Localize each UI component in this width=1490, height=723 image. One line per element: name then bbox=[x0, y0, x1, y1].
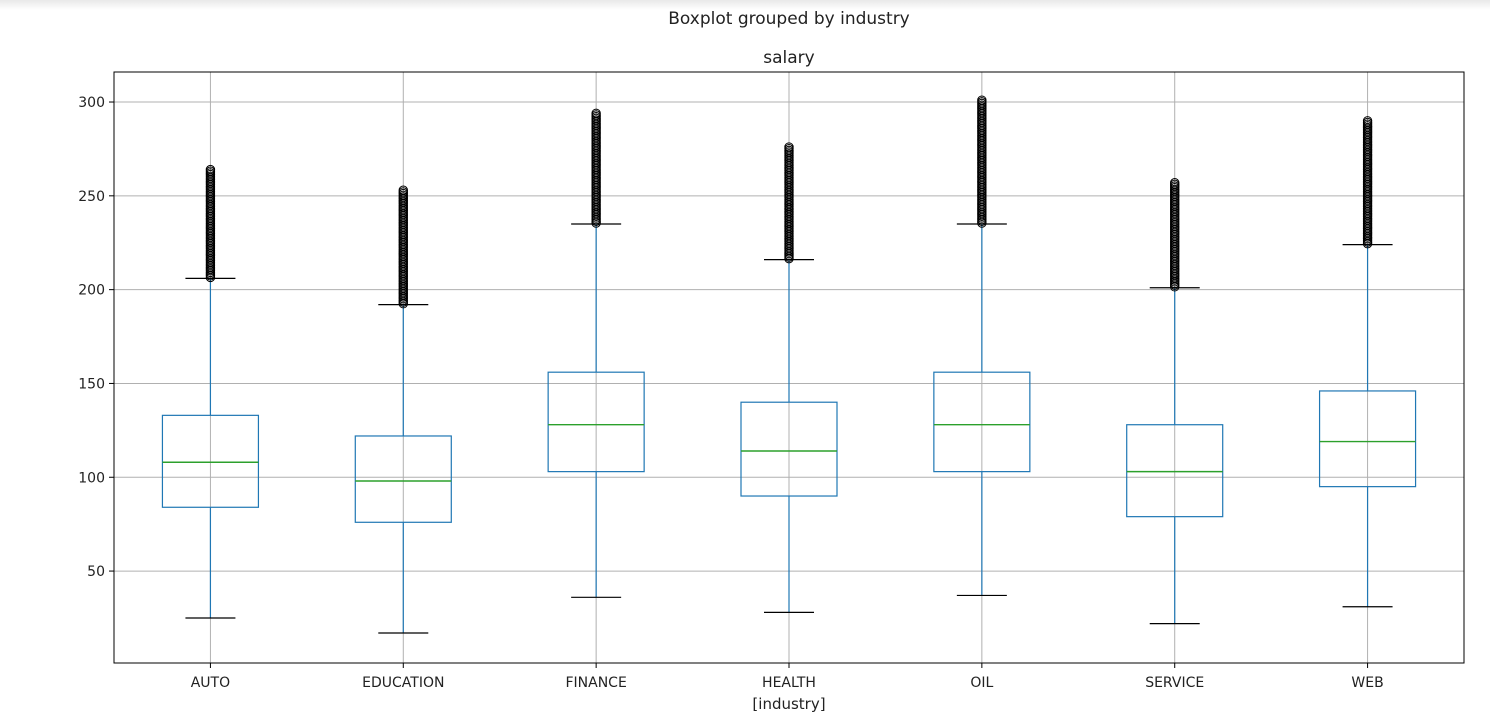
tick-layer: 50 100 150 200 250 300 AUTO EDUCATION FINANCE HEA… bbox=[78, 95, 1383, 691]
iqr-box bbox=[1126, 424, 1224, 518]
box-group bbox=[161, 164, 260, 619]
y-tick-label: 50 bbox=[87, 564, 105, 580]
box-group bbox=[547, 108, 645, 598]
plot-frame bbox=[113, 71, 1465, 664]
chart-title: salary bbox=[763, 48, 814, 68]
window-top-shade bbox=[0, 0, 1490, 10]
y-tick-label: 300 bbox=[78, 95, 105, 111]
outlier-point bbox=[784, 142, 794, 152]
figure-suptitle: Boxplot grouped by industry bbox=[668, 9, 910, 29]
outlier-point bbox=[1170, 177, 1180, 188]
iqr-box bbox=[547, 371, 645, 473]
x-axis-label: [industry] bbox=[752, 695, 825, 713]
outlier-point bbox=[398, 185, 408, 195]
outlier-point bbox=[591, 108, 601, 118]
box-group bbox=[740, 142, 838, 613]
x-tick-label: EDUCATION bbox=[362, 675, 444, 691]
iqr-box bbox=[933, 371, 1031, 473]
x-tick-label: AUTO bbox=[191, 675, 230, 691]
outlier-point bbox=[977, 95, 987, 105]
iqr-box bbox=[740, 401, 838, 497]
box-group bbox=[933, 95, 1031, 597]
box-layer bbox=[161, 95, 1417, 634]
box-group bbox=[354, 185, 452, 634]
iqr-box bbox=[354, 435, 452, 523]
x-tick-label: WEB bbox=[1351, 675, 1383, 691]
y-tick-label: 250 bbox=[78, 189, 105, 205]
outlier-point bbox=[1362, 116, 1373, 126]
x-tick-label: SERVICE bbox=[1145, 675, 1204, 691]
box-group bbox=[1126, 177, 1224, 625]
x-tick-label: HEALTH bbox=[762, 675, 816, 691]
iqr-box bbox=[1318, 390, 1417, 488]
iqr-box bbox=[161, 414, 260, 508]
y-tick-label: 200 bbox=[78, 283, 105, 299]
y-tick-label: 150 bbox=[78, 376, 105, 392]
x-tick-label: FINANCE bbox=[565, 675, 626, 691]
x-tick-label: OIL bbox=[970, 675, 993, 691]
y-tick-label: 100 bbox=[78, 470, 105, 486]
box-group bbox=[1318, 116, 1417, 608]
outlier-point bbox=[205, 164, 216, 175]
